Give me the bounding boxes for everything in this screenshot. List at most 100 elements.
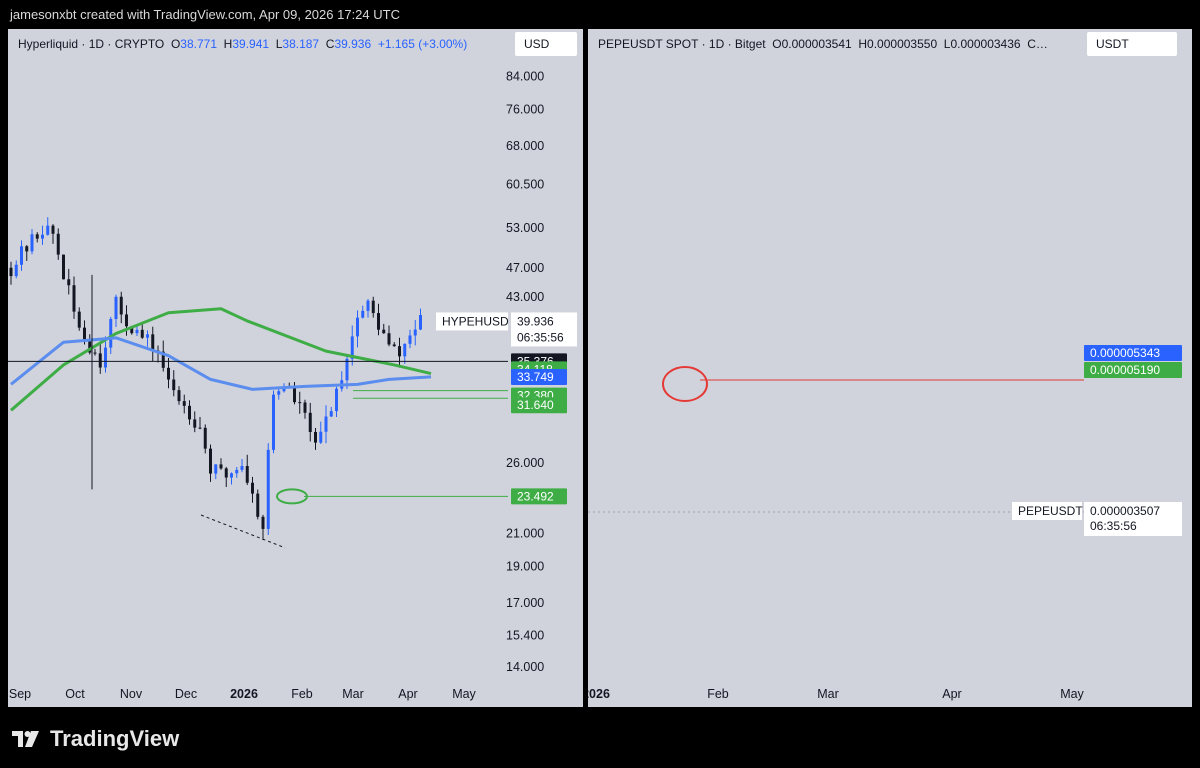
countdown-label: 06:35:56 [1090,519,1137,533]
candle-body [361,310,365,318]
x-axis-tick-label: Nov [120,687,143,701]
y-axis-tick-label: 21.000 [506,526,544,540]
candle-body [230,473,233,478]
candle-body [224,468,228,478]
price-tag-value: 31.640 [517,398,554,412]
candle-body [30,234,34,252]
y-axis-tick-label: 19.000 [506,559,544,573]
candle-body [266,449,270,529]
candle-body [419,314,422,330]
pepe-symbol-legend: PEPEUSDT SPOT · 1D · Bitget O0.000003541… [598,37,1048,51]
pepe-chart-canvas[interactable]: 0.0000115000.0000105000.0000095000.00000… [588,29,1192,707]
annotation-red-ellipse [662,366,708,402]
candle-body [20,246,23,265]
candle-body [303,402,307,413]
candle-body [403,343,407,357]
hype-symbol-legend: Hyperliquid · 1D · CRYPTO O38.771 H39.94… [18,37,467,51]
candle-body [413,329,417,336]
x-axis-tick-label: Apr [398,687,417,701]
candle-body [77,311,81,328]
candle-body [140,329,144,338]
candle-body [119,296,123,315]
price-tag-value: 33.749 [517,370,554,384]
candle-body [172,379,176,391]
candle-body [245,466,249,483]
candle-body [62,254,65,280]
price-tag-box [511,488,567,505]
hype-low-label: L [275,37,283,51]
pepe-open-label: O [772,37,782,51]
candle-body [398,346,401,357]
y-axis-tick-label: 47.000 [506,261,544,275]
pepe-currency-button[interactable]: USDT [1087,32,1177,56]
pepe-high-label: H [858,37,868,51]
candle-body [41,234,44,239]
tradingview-logo-icon [12,731,39,747]
candle-body [298,402,302,404]
candle-body [188,405,191,420]
pepe-low-label: L [943,37,951,51]
candle-body [93,352,97,354]
x-axis-tick-label: May [1060,687,1084,701]
x-axis-tick-label: Mar [342,687,364,701]
candle-body [109,318,113,348]
candle-body [9,267,13,277]
candle-body [329,411,333,417]
candle-body [382,329,386,334]
candle-body [324,416,328,432]
candle-body [83,327,86,341]
ma-blue-line [10,336,432,391]
candle-body [308,412,312,432]
x-axis-tick-label: 2026 [588,687,610,701]
pepe-open-value: 0.000003541 [781,37,852,51]
candle-body [408,335,412,344]
dashed-trendline [200,514,286,549]
pepe-high-value: 0.000003550 [867,37,938,51]
candle-body [161,351,165,368]
candle-body [104,347,107,368]
candle-body [182,401,186,406]
y-axis-tick-label: 76.000 [506,102,544,116]
y-axis-tick-label: 68.000 [506,139,544,153]
y-axis-tick-label: 60.500 [506,178,544,192]
candle-body [335,388,338,412]
x-axis-tick-label: Sep [9,687,31,701]
x-axis-tick-label: Apr [942,687,961,701]
price-tag-value: 23.492 [517,489,554,503]
price-tag-value: 0.000005190 [1090,363,1160,377]
candle-body [219,464,223,469]
candle-body [88,340,92,353]
hype-chart-panel[interactable]: 84.000 76.000 68.000 60.500 53.000 47.000 43.0… [8,29,583,707]
annotation-green-ellipse [276,488,308,505]
candle-body [114,296,118,319]
candle-body [366,300,370,311]
candle-body [203,427,207,449]
candle-body [56,233,60,255]
ma-green-line [10,307,432,412]
hype-close-value: 39.936 [334,37,372,51]
candle-body [135,329,139,334]
price-tag-box [1084,502,1182,536]
symbol-tag-label: HYPEHUSD [442,314,509,328]
candle-body [256,493,260,517]
hype-open-value: 38.771 [180,37,217,51]
y-axis-tick-label: 14.000 [506,660,544,674]
hype-currency-button[interactable]: USD [515,32,577,56]
candle-body [209,448,212,474]
y-axis-tick-label: 15.400 [506,629,544,643]
candle-body [345,358,349,381]
symbol-tag-box [1012,502,1082,520]
candle-body [167,367,170,380]
pepe-symbol-name: PEPEUSDT SPOT · 1D · Bitget [598,37,766,51]
candle-body [51,225,55,234]
hype-chart-canvas[interactable]: 84.000 76.000 68.000 60.500 53.000 47.000 43.0… [8,29,583,707]
candle-body [282,387,286,392]
hype-symbol-name: Hyperliquid · 1D · CRYPTO [18,37,165,51]
candle-body [314,431,317,443]
candle-body [272,394,275,450]
pepe-chart-panel[interactable]: 0.0000115000.0000105000.0000095000.00000… [588,29,1192,707]
candle-body [198,427,202,429]
hype-close-label: C [325,37,335,51]
y-axis-tick-label: 43.000 [506,290,544,304]
candle-body [240,466,244,470]
